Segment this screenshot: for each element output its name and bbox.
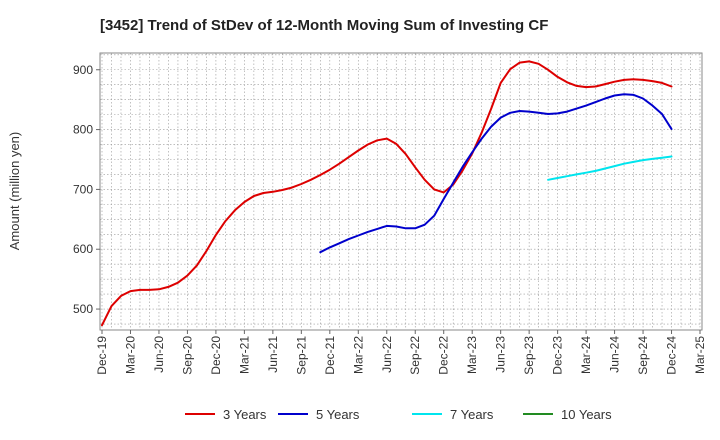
- x-tick-label: Mar-23: [465, 336, 479, 374]
- x-tick-label: Mar-21: [237, 336, 251, 374]
- x-tick-label: Dec-19: [95, 336, 109, 375]
- series-line-3-years: [101, 60, 673, 327]
- plot-frame: [99, 52, 703, 331]
- x-tick-label: Dec-21: [323, 336, 337, 375]
- x-tick-label: Mar-20: [123, 336, 137, 374]
- x-tick-label: Jun-20: [152, 336, 166, 373]
- series-line-7-years: [547, 155, 673, 181]
- legend-label-10-years: 10 Years: [561, 407, 612, 422]
- x-tick-label: Dec-24: [665, 336, 679, 375]
- x-tick-label: Mar-24: [579, 336, 593, 374]
- legend-label-7-years: 7 Years: [450, 407, 494, 422]
- y-tick-label: 900: [73, 63, 93, 77]
- x-tick-label: Dec-23: [551, 336, 565, 375]
- x-tick-label: Mar-22: [351, 336, 365, 374]
- y-tick-label: 800: [73, 123, 93, 137]
- legend: 3 Years 5 Years 7 Years 10 Years: [185, 407, 612, 422]
- x-tick-label: Jun-23: [494, 336, 508, 373]
- x-tick-label: Jun-24: [608, 336, 622, 373]
- chart-title: [3452] Trend of StDev of 12-Month Moving…: [100, 17, 548, 34]
- grid-lines: [100, 53, 702, 330]
- y-axis-ticks: 500 600 700 800 900: [73, 63, 100, 316]
- y-tick-label: 700: [73, 182, 93, 196]
- x-tick-label: Sep-20: [180, 336, 194, 375]
- x-tick-label: Jun-22: [380, 336, 394, 373]
- series-line-5-years: [319, 93, 673, 254]
- x-tick-label: Sep-23: [522, 336, 536, 375]
- x-tick-label: Mar-25: [693, 336, 707, 374]
- x-tick-label: Jun-21: [266, 336, 280, 373]
- x-axis-ticks: Dec-19 Mar-20 Jun-20 Sep-20 Dec-20 Mar-21 Jun-…: [95, 330, 707, 375]
- x-tick-label: Sep-24: [636, 336, 650, 375]
- legend-label-5-years: 5 Years: [316, 407, 360, 422]
- x-tick-label: Sep-21: [294, 336, 308, 375]
- series-lines: [101, 60, 673, 327]
- y-tick-label: 600: [73, 242, 93, 256]
- y-axis-label: Amount (million yen): [7, 132, 22, 251]
- x-tick-label: Dec-22: [437, 336, 451, 375]
- legend-label-3-years: 3 Years: [223, 407, 267, 422]
- x-tick-label: Dec-20: [209, 336, 223, 375]
- y-tick-label: 500: [73, 302, 93, 316]
- x-tick-label: Sep-22: [408, 336, 422, 375]
